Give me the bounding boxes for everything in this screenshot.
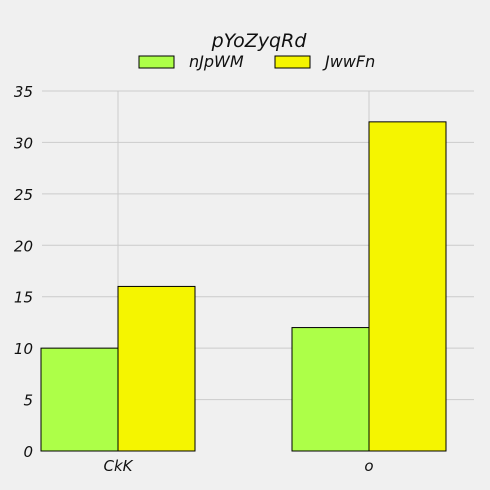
y-tick-label: 35: [14, 83, 33, 101]
y-tick-label: 25: [14, 186, 33, 204]
bars: [40, 121, 447, 452]
legend-swatch-JwwFn: [274, 55, 311, 69]
bar-nJpWM-CkK: [40, 347, 119, 452]
y-tick-label: 0: [23, 443, 33, 461]
x-tick-label: CkK: [104, 457, 134, 475]
y-tick-label: 15: [14, 289, 33, 307]
x-tick-label: o: [364, 457, 373, 475]
legend-swatch-nJpWM: [138, 55, 175, 69]
bar-JwwFn-o: [368, 121, 447, 452]
legend-label: JwwFn: [322, 52, 375, 71]
bar-nJpWM-o: [291, 327, 370, 452]
y-tick-label: 20: [14, 237, 33, 255]
bar-JwwFn-CkK: [117, 285, 196, 452]
chart-title: pYoZyqRd: [211, 30, 308, 52]
y-tick-label: 5: [23, 392, 33, 410]
y-axis-ticks: 0 5 10 15 20 25 30 35: [14, 83, 33, 461]
x-axis-ticks: CkK o: [104, 457, 374, 475]
y-tick-label: 30: [14, 134, 33, 152]
legend: nJpWM JwwFn: [138, 52, 375, 71]
y-tick-label: 10: [14, 340, 33, 358]
legend-label: nJpWM: [189, 52, 244, 71]
